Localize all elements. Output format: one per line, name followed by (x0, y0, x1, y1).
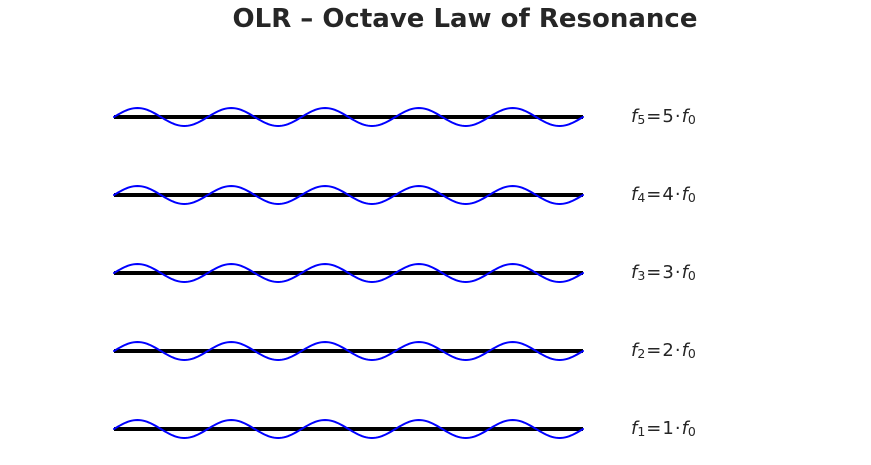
resonance-wave (113, 418, 584, 440)
harmonic-label-f2: f2=2·f0 (631, 340, 696, 361)
resonance-wave (113, 262, 584, 284)
resonance-wave (113, 340, 584, 362)
resonance-wave (113, 106, 584, 128)
harmonic-label-f5: f5=5·f0 (631, 106, 696, 127)
figure-title: OLR – Octave Law of Resonance (232, 4, 698, 34)
resonance-wave (113, 184, 584, 206)
harmonic-label-f3: f3=3·f0 (631, 262, 696, 283)
harmonic-label-f1: f1=1·f0 (631, 418, 696, 439)
harmonic-label-f4: f4=4·f0 (631, 184, 696, 205)
